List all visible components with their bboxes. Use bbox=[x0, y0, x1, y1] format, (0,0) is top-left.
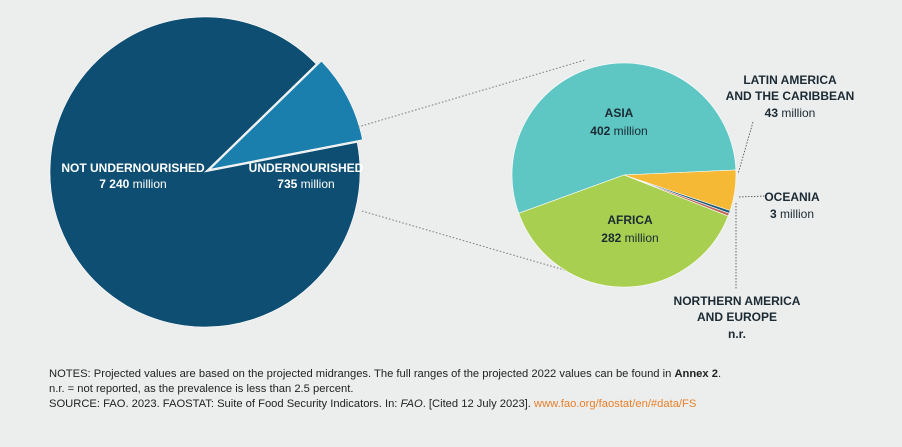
connector-lower bbox=[361, 210, 586, 277]
world-population-pie bbox=[49, 16, 363, 328]
notes-line-2: n.r. = not reported, as the prevalence i… bbox=[49, 383, 354, 395]
label-africa-name: AFRICA bbox=[607, 213, 653, 227]
label-latin-america: LATIN AMERICA AND THE CARIBBEAN 43 milli… bbox=[726, 73, 855, 120]
label-northern-america-line2: AND EUROPE bbox=[697, 310, 777, 324]
slice-africa bbox=[518, 174, 729, 288]
leader-oceania bbox=[738, 195, 766, 198]
leader-latin-america bbox=[737, 121, 754, 175]
notes-block: NOTES: Projected values are based on the… bbox=[49, 367, 889, 412]
label-northern-america: NORTHERN AMERICA AND EUROPE n.r. bbox=[674, 294, 801, 341]
source-publisher: FAO bbox=[400, 398, 423, 410]
label-not-undernourished-name: NOT UNDERNOURISHED bbox=[61, 161, 205, 175]
slice-asia bbox=[511, 62, 737, 214]
connector-upper bbox=[357, 59, 586, 128]
source-link[interactable]: www.fao.org/faostat/en/#data/FS bbox=[534, 398, 697, 410]
svg-text:402 million: 402 million bbox=[590, 124, 647, 138]
label-northern-america-line1: NORTHERN AMERICA bbox=[674, 294, 801, 308]
label-oceania-unit: million bbox=[780, 207, 814, 221]
label-africa-unit: million bbox=[625, 231, 659, 245]
label-northern-america-value: n.r. bbox=[728, 327, 746, 341]
label-oceania-name: OCEANIA bbox=[764, 190, 820, 204]
label-asia-name: ASIA bbox=[605, 106, 634, 120]
label-latin-america-unit: million bbox=[781, 106, 815, 120]
label-latin-america-value: 43 bbox=[765, 106, 779, 120]
connector-lines bbox=[357, 59, 586, 277]
label-not-undernourished-value: 7 240 bbox=[99, 177, 129, 191]
source-line: SOURCE: FAO. 2023. FAOSTAT: Suite of Foo… bbox=[49, 398, 697, 410]
label-not-undernourished-unit: million bbox=[133, 177, 167, 191]
label-oceania: OCEANIA 3 million bbox=[764, 190, 820, 221]
label-undernourished-value: 735 bbox=[277, 177, 297, 191]
slice-not-undernourished bbox=[49, 16, 361, 328]
label-undernourished-name: UNDERNOURISHED bbox=[249, 161, 364, 175]
slice-undernourished bbox=[209, 60, 363, 170]
label-africa: AFRICA 282 million bbox=[601, 213, 658, 245]
label-asia-value: 402 bbox=[590, 124, 610, 138]
svg-text:7 240 million: 7 240 million bbox=[99, 177, 166, 191]
label-asia: ASIA 402 million bbox=[590, 106, 647, 138]
label-latin-america-line2: AND THE CARIBBEAN bbox=[726, 89, 855, 103]
svg-text:43 million: 43 million bbox=[765, 106, 816, 120]
label-undernourished: UNDERNOURISHED 735 million bbox=[249, 161, 364, 191]
undernourished-by-region-pie bbox=[511, 62, 737, 288]
label-oceania-value: 3 bbox=[770, 207, 777, 221]
svg-text:735 million: 735 million bbox=[277, 177, 334, 191]
svg-text:3 million: 3 million bbox=[770, 207, 814, 221]
label-undernourished-unit: million bbox=[301, 177, 335, 191]
notes-line-1: NOTES: Projected values are based on the… bbox=[49, 368, 722, 380]
label-leader-lines bbox=[735, 121, 766, 290]
annex-reference: Annex 2 bbox=[674, 368, 718, 380]
svg-text:282 million: 282 million bbox=[601, 231, 658, 245]
label-africa-value: 282 bbox=[601, 231, 621, 245]
label-asia-unit: million bbox=[614, 124, 648, 138]
label-not-undernourished: NOT UNDERNOURISHED 7 240 million bbox=[61, 161, 205, 191]
undernourishment-chart: NOT UNDERNOURISHED 7 240 million UNDERNO… bbox=[49, 16, 855, 341]
label-latin-america-line1: LATIN AMERICA bbox=[743, 73, 837, 87]
